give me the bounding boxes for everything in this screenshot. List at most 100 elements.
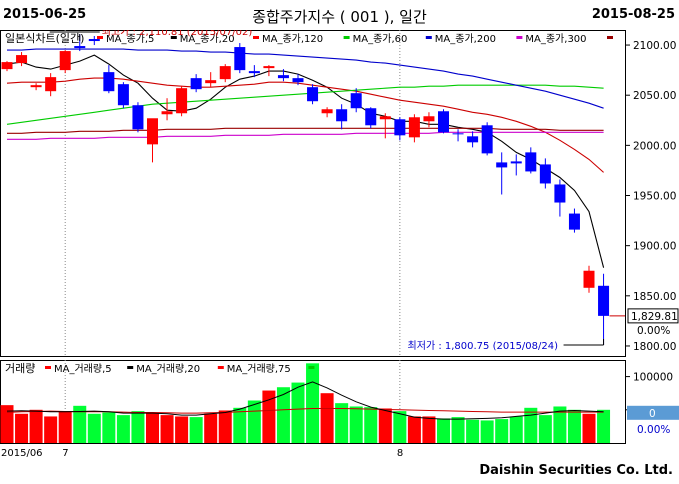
volume-bar — [538, 415, 552, 443]
legend-swatch — [170, 36, 177, 39]
low-label: 최저가 : 1,800.75 (2015/08/24) — [408, 340, 559, 352]
candle-body — [350, 93, 362, 109]
candle-body — [336, 109, 348, 122]
high-label: 최고가 : 2,110.81 (2015/07/02) — [102, 30, 253, 38]
ma-line-MA_종가,120 — [7, 127, 604, 134]
volume-bar — [422, 416, 436, 443]
volume-bar — [146, 413, 159, 443]
candle-body — [117, 84, 129, 106]
ma-line-MA_종가,20 — [6, 77, 604, 173]
price-tick-label: 2000.00 — [633, 140, 676, 152]
chart-title: 종합주가지수 ( 001 ), 일간 — [252, 8, 427, 26]
candle-body — [583, 270, 595, 288]
candle-body — [205, 80, 217, 84]
volume-bar — [189, 417, 203, 443]
legend-swatch — [217, 366, 224, 369]
last-price-label: 1,829.81 — [631, 311, 678, 323]
x-tick-label: 8 — [397, 448, 403, 459]
volume-bar — [306, 363, 320, 443]
candle-body — [496, 162, 508, 168]
candle-body — [510, 161, 522, 164]
last-volume-change: 0.00% — [637, 424, 670, 436]
vol-ma-line-MA_거래량,20 — [6, 381, 604, 420]
candle-body — [598, 285, 610, 316]
candle-body — [438, 111, 449, 133]
volume-bar — [524, 407, 538, 443]
volume-bar — [509, 416, 523, 443]
volume-legend-title: 거래량 — [5, 362, 35, 375]
ma-line-MA_종가,300 — [7, 131, 604, 140]
volume-bar — [29, 409, 43, 443]
legend-swatch — [253, 36, 259, 39]
volume-bar — [480, 420, 494, 443]
candle-body — [321, 109, 333, 114]
volume-tick-label: 100000 — [633, 372, 673, 384]
price-legend-label: MA_종가,200 — [435, 33, 496, 45]
volume-bar — [233, 407, 247, 443]
candle-body — [539, 164, 551, 184]
volume-bar — [44, 416, 58, 443]
legend-swatch — [607, 36, 613, 39]
price-tick-label: 1850.00 — [633, 291, 676, 303]
last-volume-label: 0 — [649, 408, 656, 420]
x-tick-label: 7 — [62, 448, 68, 459]
candle-body — [248, 71, 260, 74]
candle-body — [481, 125, 493, 154]
volume-bar — [393, 411, 407, 443]
candle-body — [190, 78, 202, 90]
volume-bar — [466, 419, 480, 443]
price-panel-frame — [0, 30, 626, 357]
volume-bar — [58, 411, 72, 443]
volume-bar — [116, 415, 130, 443]
legend-swatch — [308, 366, 315, 369]
volume-bar — [102, 412, 116, 443]
price-legend-label: MA_종가,120 — [262, 33, 323, 45]
candle-body — [161, 111, 173, 115]
legend-swatch — [343, 36, 350, 39]
legend-swatch — [516, 36, 523, 39]
volume-bar — [349, 406, 363, 443]
candle-body — [74, 46, 86, 49]
volume-bar — [364, 407, 378, 443]
last-price-change: 0.00% — [637, 325, 670, 337]
volume-bar — [553, 406, 567, 443]
volume-bar — [73, 405, 87, 443]
volume-bar — [567, 409, 581, 443]
header: 2015-06-25 종합주가지수 ( 001 ), 일간 2015-08-25 — [0, 0, 679, 30]
volume-bar — [0, 405, 14, 443]
volume-bar — [15, 413, 29, 443]
volume-bar — [131, 411, 145, 443]
legend-swatch — [45, 366, 51, 369]
candle-body — [554, 184, 566, 203]
candle-body — [147, 118, 158, 145]
price-legend-title: 일본식차트(일간) — [5, 31, 84, 45]
volume-bar — [276, 387, 290, 443]
candle-body — [30, 85, 42, 88]
candle-body — [568, 213, 580, 230]
ma-line-MA_종가,5 — [6, 54, 605, 268]
volume-panel-frame — [0, 360, 626, 444]
volume-bar — [407, 416, 421, 443]
price-tick-label: 1800.00 — [633, 341, 676, 353]
price-legend-label: MA_종가,300 — [525, 33, 586, 45]
volume-bar — [87, 413, 101, 443]
stock-chart[interactable]: 1800.00 1850.00 1900.00 1950.00 2000.00 2050.… — [0, 30, 679, 460]
volume-legend-label: MA_거래량,75 — [227, 363, 291, 375]
candle-body — [132, 105, 144, 130]
price-tick-label: 1900.00 — [633, 241, 676, 253]
volume-bar — [175, 416, 189, 443]
legend-swatch — [425, 36, 432, 39]
price-tick-label: 2100.00 — [633, 40, 676, 52]
volume-bar — [495, 419, 509, 443]
ma-line-MA_종가,60 — [6, 84, 604, 125]
volume-bar — [262, 390, 276, 443]
legend-swatch — [127, 366, 134, 369]
volume-bar — [218, 410, 232, 443]
volume-legend-label: MA_거래량,5 — [54, 363, 112, 375]
volume-bar — [291, 382, 305, 443]
candle-body — [1, 62, 13, 70]
candle-body — [394, 119, 406, 136]
candle-body — [292, 78, 304, 83]
candle-body — [103, 72, 115, 92]
start-date: 2015-06-25 — [3, 7, 87, 22]
